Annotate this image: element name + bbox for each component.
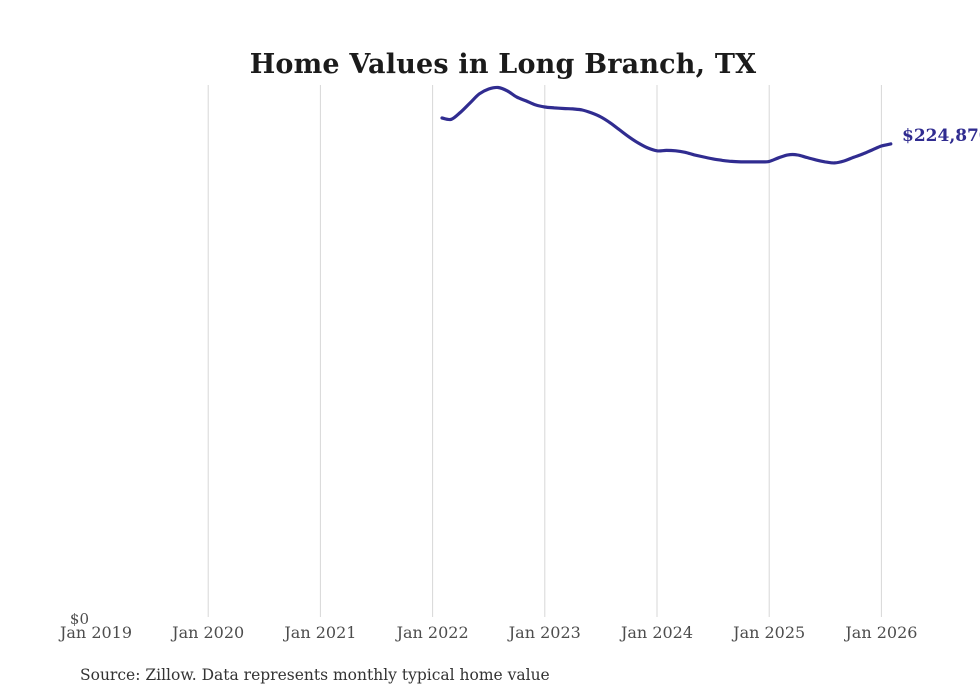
x-tick-label: Jan 2022 [396,623,469,642]
x-tick-label: Jan 2026 [845,623,918,642]
x-tick-label: Jan 2024 [620,623,694,642]
x-tick-label: Jan 2025 [733,623,806,642]
x-tick-label: Jan 2020 [172,623,245,642]
source-note: Source: Zillow. Data represents monthly … [80,666,550,684]
chart-title: Home Values in Long Branch, TX [249,49,757,81]
x-tick-label: Jan 2023 [508,623,581,642]
y-axis-zero-label: $0 [69,610,89,628]
home-value-line [440,85,893,165]
x-tick-label: Jan 2021 [284,623,357,642]
latest-value-label: $224,870 [902,126,980,146]
x-tick-label: Jan 2019 [59,623,133,642]
